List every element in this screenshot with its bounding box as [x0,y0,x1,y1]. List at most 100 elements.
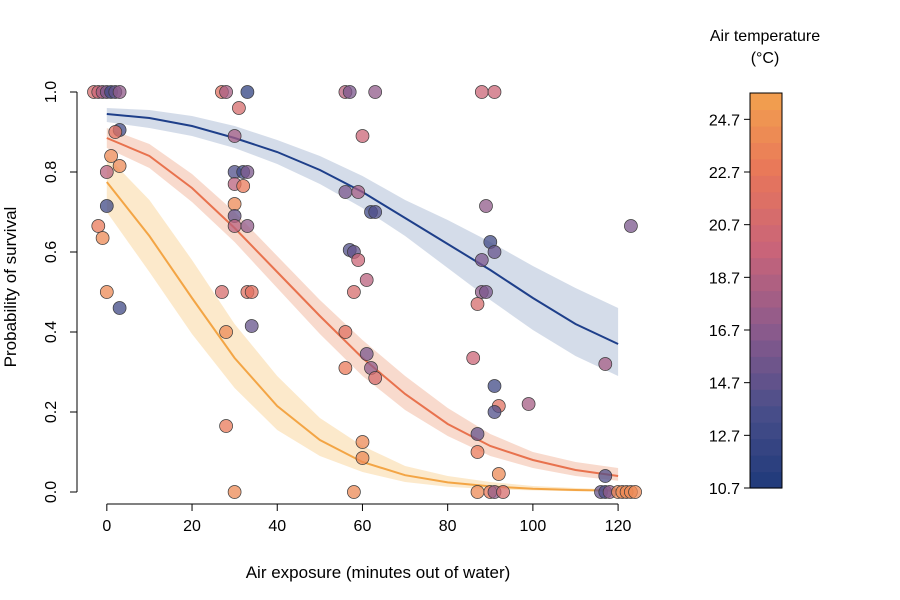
colorbar-frame [749,92,783,489]
colorbar-tick-label: 16.7 [709,323,740,340]
colorbar-segment [750,274,782,292]
colorbar-segment [750,142,782,160]
colorbar-segment [750,455,782,473]
data-point [338,361,353,375]
data-point [368,85,383,99]
data-point [95,231,110,245]
x-tick-label: 120 [605,518,632,535]
x-tick-label: 20 [183,518,201,535]
colorbar-tick-label: 22.7 [709,165,740,182]
data-point [91,219,106,233]
data-point [338,325,353,339]
data-point [227,129,242,143]
data-point [219,419,233,433]
data-point [487,85,502,99]
data-point [240,219,255,233]
data-point [479,199,493,213]
y-tick-label: 0.6 [43,241,60,263]
data-point [628,485,642,499]
data-point [470,445,485,459]
colorbar-tick-label: 10.7 [709,481,740,498]
data-point [359,273,374,287]
colorbar-segment [750,191,782,209]
colorbar-segment [750,356,782,374]
data-point [487,245,502,259]
confidence-bands [106,108,619,492]
y-tick-label: 0.0 [43,481,60,503]
y-axis-label: Probability of survival [1,207,20,368]
data-point [227,485,242,499]
data-point [232,101,246,115]
colorbar-title-line2: (°C) [751,50,780,67]
data-point [99,285,114,299]
data-point [359,347,374,361]
colorbar-segment [750,323,782,341]
data-point [104,149,118,163]
data-point [240,165,255,179]
colorbar-segment [750,438,782,456]
data-point [466,351,481,365]
data-point [368,205,383,219]
data-point [338,185,353,199]
data-point [227,197,242,211]
colorbar-segment [750,158,782,176]
colorbar-segment [750,389,782,407]
x-tick-label: 40 [268,518,286,535]
data-point [236,179,251,193]
data-point [351,253,366,267]
colorbar-segment [750,241,782,259]
data-point [108,125,123,139]
colorbar: Air temperature (°C) 10.7 12.7 14.7 16.7 18.… [709,28,820,498]
data-point [470,297,485,311]
data-point [521,397,536,411]
data-points [87,85,642,499]
colorbar-segment [750,125,782,143]
data-point [112,301,127,315]
data-point [112,85,127,99]
data-point [219,325,233,339]
colorbar-tick-label: 24.7 [709,112,740,129]
colorbar-segment [750,339,782,357]
data-point [215,285,229,299]
confidence-band-0 [106,108,619,376]
data-point [347,285,361,299]
data-point [355,435,370,449]
colorbar-segment [750,257,782,275]
colorbar-segment [750,109,782,127]
data-point [342,85,357,99]
data-point [470,485,485,499]
data-point [355,451,370,465]
colorbar-segment [750,306,782,325]
data-point [351,185,366,199]
colorbar-segment [750,471,782,489]
data-point [474,85,489,99]
x-tick-label: 60 [354,518,372,535]
data-point [598,469,613,483]
data-point [479,285,493,299]
data-point [487,405,502,419]
x-tick-label: 80 [439,518,457,535]
colorbar-tick-label: 18.7 [709,270,740,287]
data-point [470,427,485,441]
colorbar-title-line1: Air temperature [710,28,820,45]
data-point [240,85,255,99]
x-tick-label: 100 [520,518,547,535]
colorbar-tick-label: 14.7 [709,376,740,393]
data-point [624,219,638,233]
data-point [487,379,502,393]
colorbar-segment [750,405,782,423]
x-axis-label: Air exposure (minutes out of water) [246,563,511,582]
y-tick-label: 0.8 [43,161,60,183]
colorbar-segment [750,224,782,242]
colorbar-segment [750,175,782,193]
data-point [99,165,114,179]
data-point [496,485,510,499]
y-tick-label: 0.4 [43,321,60,343]
colorbar-segment [750,422,782,440]
data-point [244,319,259,333]
data-point [99,199,114,213]
data-point [244,285,259,299]
data-point [347,485,361,499]
colorbar-segment [750,208,782,226]
